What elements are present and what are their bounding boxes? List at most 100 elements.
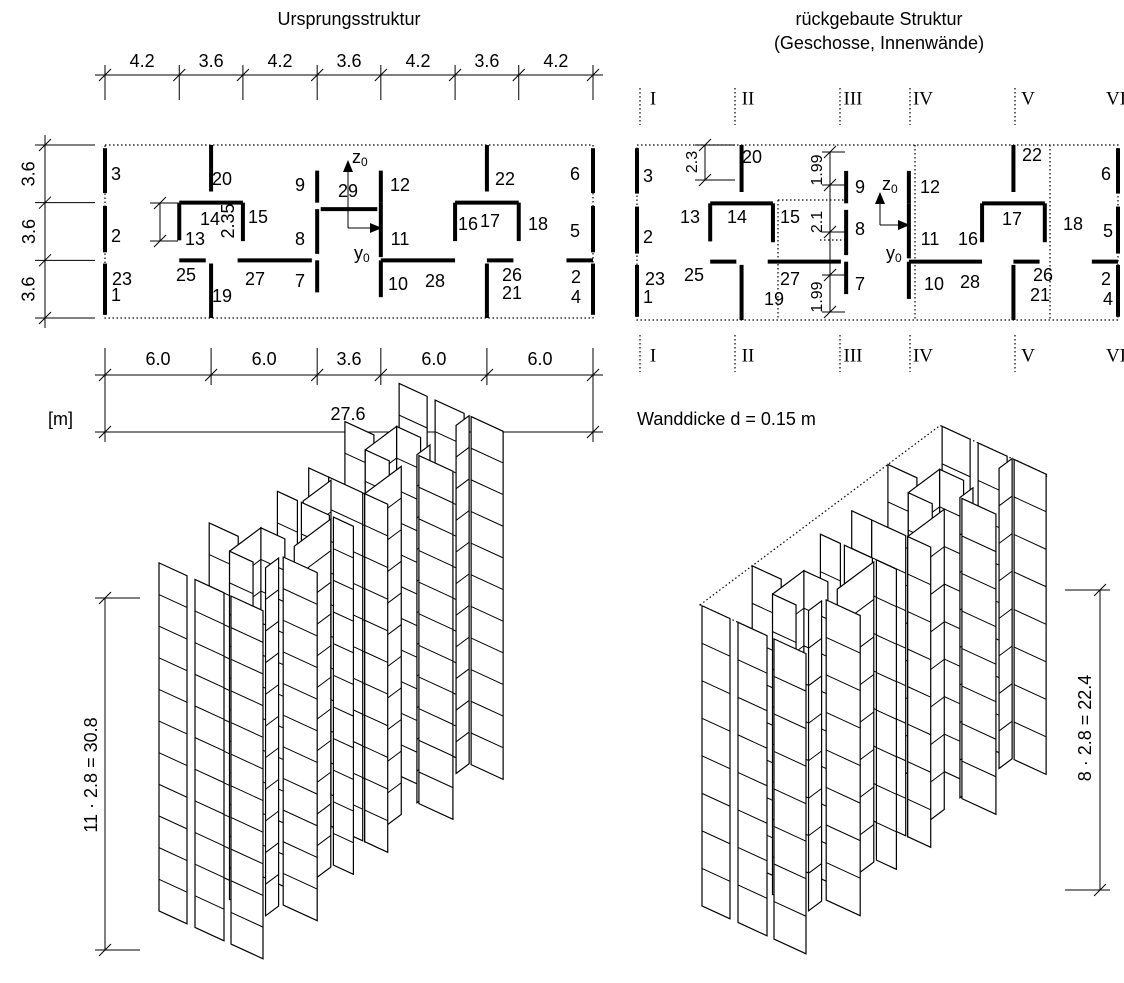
panel-grid	[907, 686, 931, 698]
panel-grid	[808, 675, 822, 687]
wall-number: 28	[960, 272, 980, 292]
wall-panel	[455, 414, 470, 775]
panel-grid	[282, 588, 318, 605]
dimension-tick	[586, 68, 600, 82]
panel-grid	[470, 732, 504, 749]
dimension-tick	[823, 178, 837, 192]
panel-grid	[230, 817, 264, 833]
panel-grid	[737, 734, 768, 749]
panel-grid	[737, 884, 768, 899]
panel-grid	[808, 638, 822, 649]
axis-z: z	[882, 174, 891, 194]
panel-grid	[907, 798, 931, 811]
wall-number: 4	[1103, 289, 1113, 309]
wall-number: 10	[388, 274, 408, 294]
panel-grid	[825, 674, 861, 692]
panel-grid	[364, 777, 388, 790]
wall-number: 3	[111, 164, 121, 184]
height-label-right: 8 · 2.8 = 22.4	[1075, 675, 1095, 782]
dimension-tick	[698, 138, 712, 152]
panel-grid	[194, 768, 225, 784]
panel-grid	[418, 644, 454, 662]
wall-number: 2	[111, 226, 121, 246]
axis-name: IV	[913, 88, 933, 109]
panel-grid	[907, 573, 931, 586]
wall-number: 26	[1033, 265, 1053, 285]
panel-grid	[773, 675, 807, 692]
panel-grid	[737, 659, 768, 674]
axis-y-label: y0	[886, 243, 902, 265]
axis-name: II	[742, 345, 755, 366]
dimension-tick	[512, 68, 526, 82]
wall-number: 12	[390, 175, 410, 195]
wall-number: 11	[391, 229, 410, 249]
panel-grid	[907, 723, 931, 736]
panel-grid	[773, 788, 807, 805]
wall-number: 22	[1022, 145, 1042, 165]
dimension-label: 3.6	[19, 277, 39, 302]
wall-number: 12	[920, 177, 940, 197]
panel-grid	[158, 783, 188, 798]
panel-grid	[282, 683, 318, 700]
panel-grid	[158, 720, 188, 735]
wall-number: 19	[764, 289, 784, 309]
panel-grid	[773, 750, 807, 767]
dimension-tick	[1093, 883, 1107, 897]
panel-grid	[230, 880, 264, 896]
unit-label: [m]	[48, 409, 73, 429]
panel-grid	[737, 771, 768, 787]
panel-grid	[470, 669, 504, 685]
axis-y-label: y0	[354, 243, 370, 265]
panel-grid	[737, 809, 768, 824]
panel-grid	[1013, 684, 1047, 700]
axis-name: II	[742, 88, 755, 109]
dimension-tick	[823, 268, 837, 282]
wall-number: 15	[248, 207, 268, 227]
arrow-head	[343, 160, 353, 172]
wall-number: 25	[684, 265, 704, 285]
panel-grid	[333, 611, 354, 622]
axis-name: IV	[913, 345, 933, 366]
wall-panel	[418, 454, 454, 821]
panel-grid	[876, 672, 897, 683]
dimension-tick	[448, 68, 462, 82]
panel-grid	[1013, 609, 1047, 625]
panel-grid	[998, 570, 1013, 582]
panel-grid	[265, 874, 279, 885]
panel-grid	[455, 541, 470, 553]
panel-grid	[158, 878, 188, 893]
panel-grid	[230, 627, 264, 643]
wall-number: 6	[1101, 164, 1111, 184]
panel-grid	[364, 746, 388, 758]
panel-grid	[455, 605, 470, 616]
panel-grid	[333, 801, 354, 812]
dimension-label: 4.2	[268, 51, 293, 71]
dimension-tick	[480, 368, 494, 382]
panel-grid	[194, 737, 225, 752]
plan-outline	[104, 144, 594, 319]
panel-grid	[907, 611, 931, 623]
panel-grid	[808, 825, 822, 837]
opening-dimension: 2.35	[218, 203, 238, 238]
panel-grid	[194, 800, 225, 815]
panel-grid	[455, 731, 470, 743]
wall-number: 1	[643, 287, 653, 307]
wall-number: 23	[112, 269, 132, 289]
panel-grid	[418, 518, 454, 535]
panel-grid	[158, 625, 188, 640]
arrow-head	[875, 192, 885, 204]
panel-grid	[825, 862, 861, 879]
dimension-label: 6.0	[421, 349, 446, 369]
wall-number: 23	[645, 269, 665, 289]
panel-grid	[455, 636, 470, 648]
panel-grid	[282, 778, 318, 795]
panel-grid	[772, 631, 797, 643]
panel-grid	[328, 508, 363, 525]
panel-grid	[470, 637, 504, 654]
wall-number: 14	[727, 207, 747, 227]
panel-grid	[364, 714, 388, 727]
panel-grid	[998, 645, 1013, 657]
panel-grid	[194, 642, 225, 657]
panel-grid	[194, 863, 225, 878]
